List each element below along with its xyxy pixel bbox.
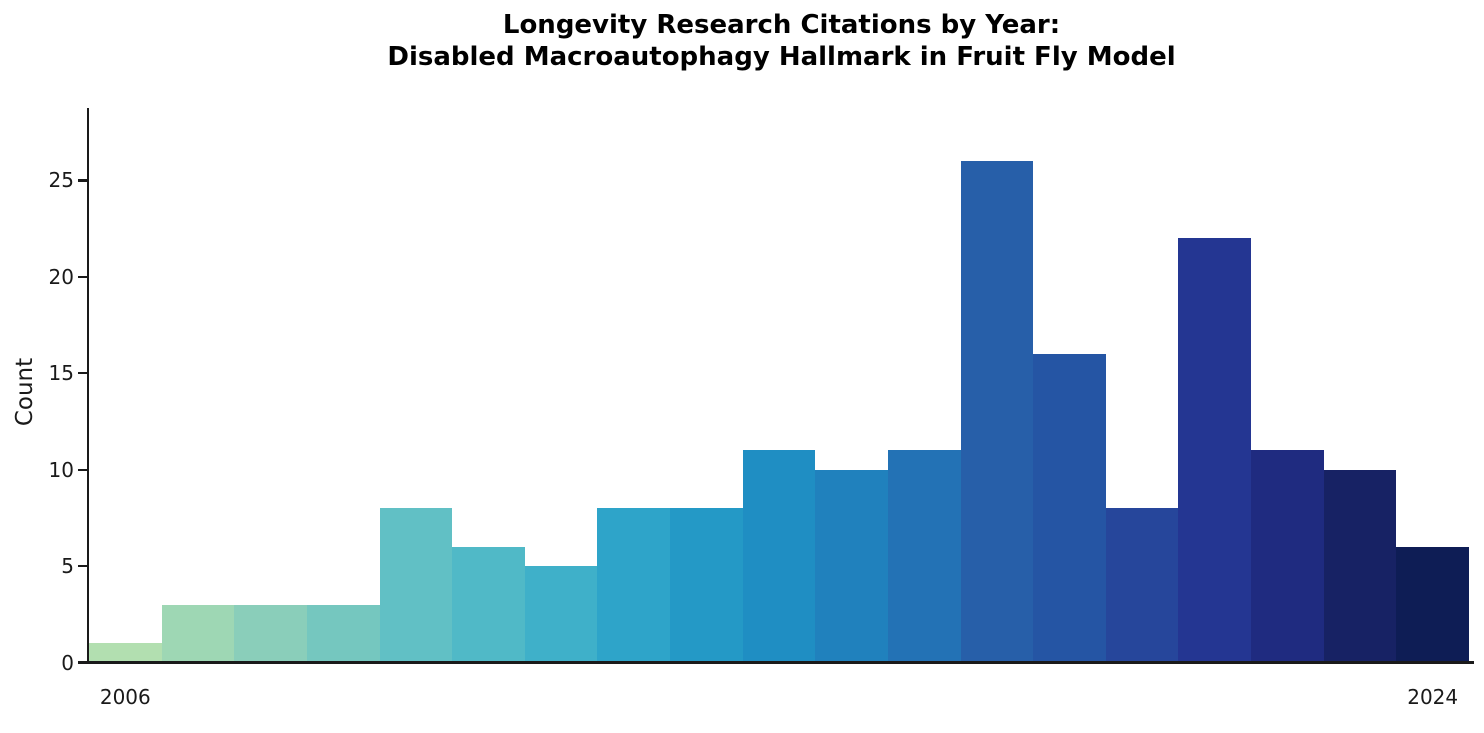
y-tick-label-15: 15 [48, 361, 74, 386]
chart-title-block: Longevity Research Citations by Year: Di… [89, 9, 1474, 73]
y-tick-label-0: 0 [61, 650, 74, 675]
chart-title: Longevity Research Citations by Year: [502, 10, 1061, 40]
bar-2015 [743, 450, 815, 663]
y-tick-mark-15 [78, 372, 87, 375]
y-tick-label-10: 10 [48, 457, 74, 482]
bar-2024 [1396, 546, 1469, 663]
bar-2014 [670, 508, 743, 663]
chart-subtitle: Disabled Macroautophagy Hallmark in Frui… [387, 42, 1176, 72]
bar-2016 [815, 469, 888, 663]
y-axis-spine [87, 108, 89, 663]
y-tick-mark-5 [78, 564, 87, 568]
bar-2009 [307, 604, 380, 663]
x-axis-spine [87, 661, 1474, 664]
x-tick-label-2006: 2006 [99, 685, 151, 709]
bar-2021 [1178, 238, 1251, 663]
bar-2011 [452, 546, 525, 663]
bar-2013 [597, 508, 670, 663]
bar-2007 [162, 604, 234, 663]
bar-2018 [961, 161, 1033, 663]
y-tick-label-5: 5 [61, 554, 74, 579]
x-tick-label-2024: 2024 [1407, 685, 1459, 709]
y-tick-label-20: 20 [48, 264, 74, 289]
y-tick-label-25: 25 [48, 168, 74, 193]
bar-2017 [888, 450, 961, 663]
bar-2023 [1324, 469, 1396, 663]
bar-2020 [1106, 508, 1178, 663]
bar-2006 [89, 643, 162, 663]
bar-2022 [1251, 450, 1324, 663]
bar-2008 [234, 604, 307, 663]
bar-2012 [525, 566, 597, 663]
bar-2019 [1033, 353, 1106, 663]
y-tick-mark-25 [78, 179, 87, 182]
y-tick-mark-20 [78, 275, 87, 278]
y-tick-mark-10 [78, 468, 87, 471]
bar-2010 [380, 508, 452, 663]
y-tick-mark-0 [78, 661, 87, 664]
